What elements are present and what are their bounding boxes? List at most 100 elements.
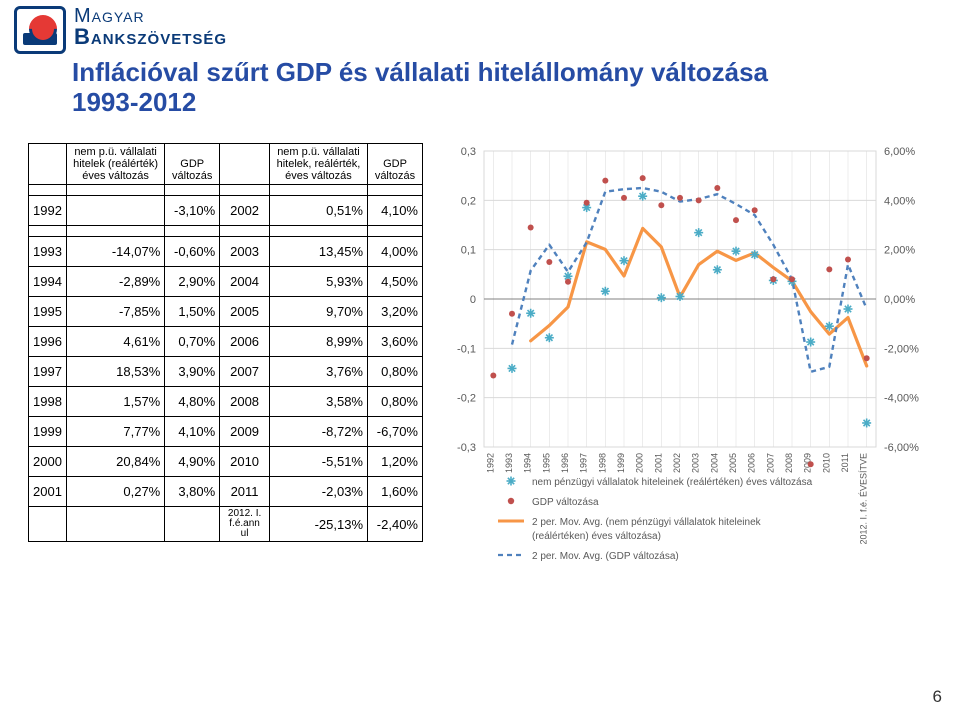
table-cell bbox=[220, 185, 270, 196]
table-cell: 8,99% bbox=[269, 327, 367, 357]
svg-text:0,1: 0,1 bbox=[461, 245, 476, 257]
table-cell: 2007 bbox=[220, 357, 270, 387]
table-row: 1994-2,89%2,90%20045,93%4,50% bbox=[29, 267, 423, 297]
table-cell: 2009 bbox=[220, 417, 270, 447]
table-cell: -2,03% bbox=[269, 477, 367, 507]
table-cell: 2012. I. f.é.ann ul bbox=[220, 507, 270, 542]
table-cell bbox=[165, 185, 220, 196]
table-cell: 4,10% bbox=[368, 196, 423, 226]
table-row bbox=[29, 226, 423, 237]
svg-text:-0,2: -0,2 bbox=[457, 393, 476, 405]
svg-text:0: 0 bbox=[470, 294, 476, 306]
table-cell: 2003 bbox=[220, 237, 270, 267]
table-cell: 0,80% bbox=[368, 357, 423, 387]
table-cell: 3,58% bbox=[269, 387, 367, 417]
table-cell: 2004 bbox=[220, 267, 270, 297]
table-cell: 0,80% bbox=[368, 387, 423, 417]
table-cell: 4,50% bbox=[368, 267, 423, 297]
table-row: 20010,27%3,80%2011-2,03%1,60% bbox=[29, 477, 423, 507]
th-col-b: GDP változás bbox=[165, 144, 220, 185]
svg-text:1999: 1999 bbox=[616, 453, 626, 473]
table-cell bbox=[269, 226, 367, 237]
table-cell: -2,40% bbox=[368, 507, 423, 542]
svg-text:2001: 2001 bbox=[653, 453, 663, 473]
svg-text:2008: 2008 bbox=[784, 453, 794, 473]
svg-text:2012. I. f.é. ÉVESÍTVE: 2012. I. f.é. ÉVESÍTVE bbox=[859, 453, 869, 545]
table-cell: 7,77% bbox=[66, 417, 164, 447]
table-cell: 1,20% bbox=[368, 447, 423, 477]
svg-text:2010: 2010 bbox=[821, 453, 831, 473]
table-cell: 0,51% bbox=[269, 196, 367, 226]
svg-text:1998: 1998 bbox=[597, 453, 607, 473]
table-cell: 3,76% bbox=[269, 357, 367, 387]
brand-logo: Magyar Bankszövetség bbox=[14, 6, 227, 54]
table-cell: 3,80% bbox=[165, 477, 220, 507]
svg-text:2003: 2003 bbox=[691, 453, 701, 473]
svg-text:2 per. Mov. Avg. (GDP változás: 2 per. Mov. Avg. (GDP változása) bbox=[532, 551, 679, 562]
table-cell: 1,50% bbox=[165, 297, 220, 327]
table-cell bbox=[368, 226, 423, 237]
svg-text:-4,00%: -4,00% bbox=[884, 393, 919, 405]
table-cell: 1,57% bbox=[66, 387, 164, 417]
svg-text:-0,3: -0,3 bbox=[457, 442, 476, 454]
table-cell: 9,70% bbox=[269, 297, 367, 327]
brand-line2: Bankszövetség bbox=[74, 26, 227, 48]
table-cell: -2,89% bbox=[66, 267, 164, 297]
svg-text:2007: 2007 bbox=[765, 453, 775, 473]
table-cell: -0,60% bbox=[165, 237, 220, 267]
table-cell: 1992 bbox=[29, 196, 67, 226]
data-table: nem p.ü. vállalati hitelek (reálérték) é… bbox=[28, 143, 423, 542]
svg-text:GDP változása: GDP változása bbox=[532, 497, 599, 508]
table-row: 1992-3,10%20020,51%4,10% bbox=[29, 196, 423, 226]
title-line2: 1993-2012 bbox=[72, 88, 930, 118]
table-cell: 13,45% bbox=[269, 237, 367, 267]
page-number: 6 bbox=[933, 687, 942, 707]
table-cell: 2,90% bbox=[165, 267, 220, 297]
table-cell: 4,90% bbox=[165, 447, 220, 477]
table-cell: 2005 bbox=[220, 297, 270, 327]
table-cell: 0,27% bbox=[66, 477, 164, 507]
title-line1: Inflációval szűrt GDP és vállalati hitel… bbox=[72, 57, 768, 87]
table-cell: 3,60% bbox=[368, 327, 423, 357]
brand-logo-text: Magyar Bankszövetség bbox=[74, 6, 227, 48]
table-cell: 1999 bbox=[29, 417, 67, 447]
table-cell: -3,10% bbox=[165, 196, 220, 226]
table-row: 19964,61%0,70%20068,99%3,60% bbox=[29, 327, 423, 357]
table-cell bbox=[66, 507, 164, 542]
svg-text:6,00%: 6,00% bbox=[884, 146, 915, 158]
th-year1 bbox=[29, 144, 67, 185]
table-cell bbox=[66, 196, 164, 226]
table-cell: 2000 bbox=[29, 447, 67, 477]
table-cell: 3,90% bbox=[165, 357, 220, 387]
table-cell: 4,80% bbox=[165, 387, 220, 417]
th-year2 bbox=[220, 144, 270, 185]
svg-text:(reálértéken) éves változása): (reálértéken) éves változása) bbox=[532, 531, 661, 542]
table-cell: 0,70% bbox=[165, 327, 220, 357]
svg-text:1993: 1993 bbox=[504, 453, 514, 473]
table-cell: 1994 bbox=[29, 267, 67, 297]
svg-text:2,00%: 2,00% bbox=[884, 245, 915, 257]
svg-text:1994: 1994 bbox=[523, 453, 533, 473]
svg-text:1997: 1997 bbox=[579, 453, 589, 473]
svg-text:nem pénzügyi vállalatok hitele: nem pénzügyi vállalatok hiteleinek (reál… bbox=[532, 477, 813, 488]
svg-text:-0,1: -0,1 bbox=[457, 343, 476, 355]
table-cell: 3,20% bbox=[368, 297, 423, 327]
table-cell bbox=[29, 185, 67, 196]
brand-logo-icon bbox=[14, 6, 66, 54]
table-cell: -5,51% bbox=[269, 447, 367, 477]
table-cell bbox=[269, 185, 367, 196]
table-cell: 1993 bbox=[29, 237, 67, 267]
table-cell: 1995 bbox=[29, 297, 67, 327]
svg-text:2 per. Mov. Avg. (nem pénzügyi: 2 per. Mov. Avg. (nem pénzügyi vállalato… bbox=[532, 517, 762, 528]
brand-line1: Magyar bbox=[74, 6, 227, 26]
svg-text:-6,00%: -6,00% bbox=[884, 442, 919, 454]
svg-text:0,3: 0,3 bbox=[461, 146, 476, 158]
table-cell: -25,13% bbox=[269, 507, 367, 542]
table-cell: -6,70% bbox=[368, 417, 423, 447]
table-cell: -14,07% bbox=[66, 237, 164, 267]
table-row: 1995-7,85%1,50%20059,70%3,20% bbox=[29, 297, 423, 327]
table-cell bbox=[368, 185, 423, 196]
table-row bbox=[29, 185, 423, 196]
table-row: 2012. I. f.é.ann ul-25,13%-2,40% bbox=[29, 507, 423, 542]
table-cell bbox=[66, 226, 164, 237]
